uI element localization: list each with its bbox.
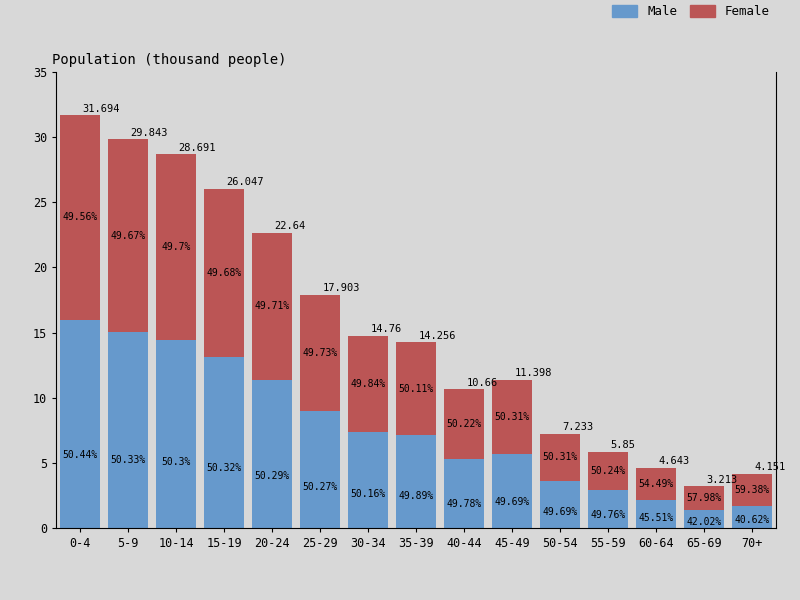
Bar <box>396 342 437 436</box>
Text: 7.233: 7.233 <box>562 422 594 432</box>
Bar <box>155 154 196 340</box>
Bar <box>59 320 101 528</box>
Text: 42.02%: 42.02% <box>686 517 722 527</box>
Bar <box>683 486 724 511</box>
Bar <box>539 434 580 481</box>
Bar <box>252 233 293 380</box>
Text: 49.68%: 49.68% <box>206 268 242 278</box>
Text: 49.67%: 49.67% <box>110 231 146 241</box>
Bar <box>539 481 580 528</box>
Bar <box>348 431 389 528</box>
Bar <box>587 452 628 490</box>
Text: 49.69%: 49.69% <box>494 497 530 507</box>
Text: 14.76: 14.76 <box>370 324 402 334</box>
Bar <box>731 474 772 506</box>
Text: 22.64: 22.64 <box>274 221 306 232</box>
Text: 50.31%: 50.31% <box>494 412 530 422</box>
Bar <box>635 467 676 500</box>
Bar <box>300 295 341 411</box>
Bar <box>491 380 533 454</box>
Text: 3.213: 3.213 <box>706 475 738 485</box>
Text: 50.29%: 50.29% <box>254 471 290 481</box>
Text: 54.49%: 54.49% <box>638 479 674 489</box>
Bar <box>300 411 341 528</box>
Bar <box>635 500 676 528</box>
Bar <box>59 115 101 320</box>
Bar <box>107 332 148 528</box>
Text: Population (thousand people): Population (thousand people) <box>53 53 287 67</box>
Text: 50.22%: 50.22% <box>446 419 482 429</box>
Text: 49.89%: 49.89% <box>398 491 434 500</box>
Text: 4.643: 4.643 <box>658 456 690 466</box>
Text: 49.76%: 49.76% <box>590 510 626 520</box>
Bar <box>252 380 293 528</box>
Bar <box>155 340 196 528</box>
Text: 49.84%: 49.84% <box>350 379 386 389</box>
Text: 10.66: 10.66 <box>466 377 498 388</box>
Bar <box>683 511 724 528</box>
Text: 57.98%: 57.98% <box>686 493 722 503</box>
Text: 49.56%: 49.56% <box>62 212 98 223</box>
Legend: Male, Female: Male, Female <box>612 5 770 18</box>
Text: 31.694: 31.694 <box>82 104 120 113</box>
Text: 59.38%: 59.38% <box>734 485 770 495</box>
Text: 50.16%: 50.16% <box>350 489 386 499</box>
Bar <box>443 459 485 528</box>
Text: 4.151: 4.151 <box>754 463 786 472</box>
Bar <box>443 389 485 459</box>
Bar <box>396 436 437 528</box>
Text: 50.27%: 50.27% <box>302 482 338 492</box>
Text: 5.85: 5.85 <box>610 440 635 450</box>
Text: 50.32%: 50.32% <box>206 463 242 473</box>
Text: 50.44%: 50.44% <box>62 450 98 460</box>
Bar <box>491 454 533 528</box>
Text: 29.843: 29.843 <box>130 128 168 137</box>
Text: 11.398: 11.398 <box>514 368 552 378</box>
Text: 50.11%: 50.11% <box>398 384 434 394</box>
Text: 17.903: 17.903 <box>322 283 360 293</box>
Text: 40.62%: 40.62% <box>734 515 770 526</box>
Text: 14.256: 14.256 <box>418 331 456 341</box>
Text: 26.047: 26.047 <box>226 177 264 187</box>
Bar <box>204 188 245 357</box>
Text: 49.7%: 49.7% <box>162 242 190 252</box>
Bar <box>348 335 389 431</box>
Text: 50.24%: 50.24% <box>590 466 626 476</box>
Text: 49.78%: 49.78% <box>446 499 482 509</box>
Bar <box>107 139 148 332</box>
Text: 49.71%: 49.71% <box>254 301 290 311</box>
Text: 50.31%: 50.31% <box>542 452 578 463</box>
Text: 49.69%: 49.69% <box>542 506 578 517</box>
Text: 50.3%: 50.3% <box>162 457 190 467</box>
Text: 45.51%: 45.51% <box>638 514 674 523</box>
Bar <box>204 357 245 528</box>
Bar <box>587 490 628 528</box>
Bar <box>731 506 772 528</box>
Text: 49.73%: 49.73% <box>302 348 338 358</box>
Text: 50.33%: 50.33% <box>110 455 146 464</box>
Text: 28.691: 28.691 <box>178 143 216 152</box>
